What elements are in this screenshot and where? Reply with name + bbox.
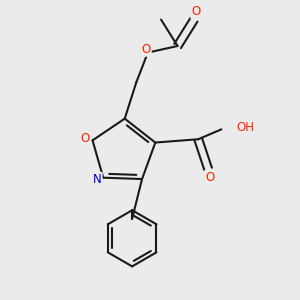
Text: O: O bbox=[205, 171, 214, 184]
Text: N: N bbox=[93, 173, 102, 186]
Text: O: O bbox=[191, 5, 200, 18]
Text: O: O bbox=[81, 132, 90, 145]
Text: O: O bbox=[142, 43, 151, 56]
Text: OH: OH bbox=[236, 121, 254, 134]
